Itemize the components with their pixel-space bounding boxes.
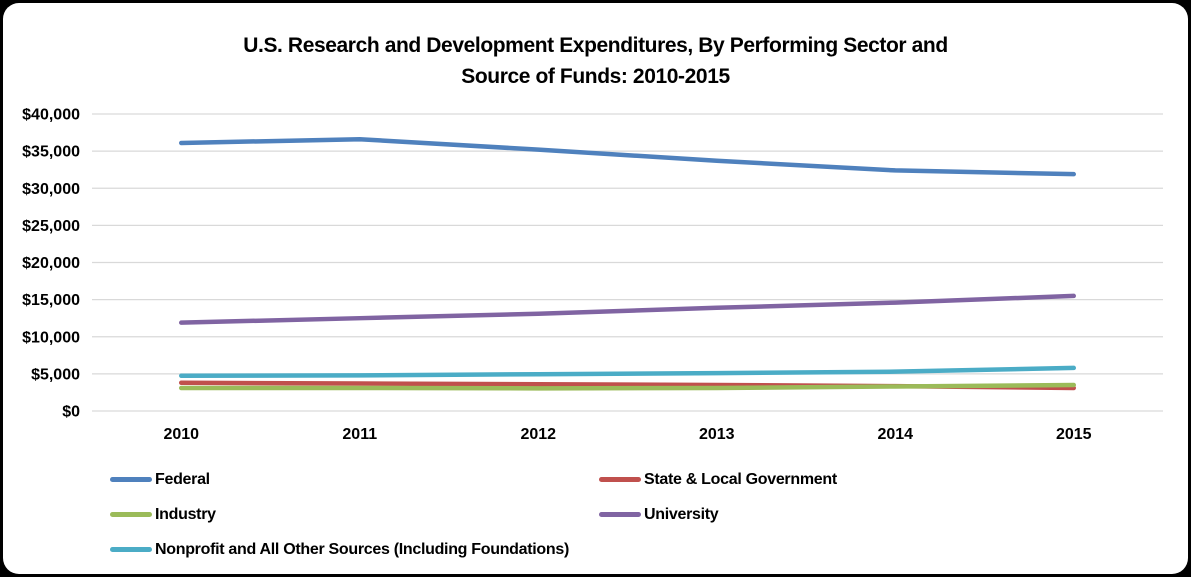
- chart-title: U.S. Research and Development Expenditur…: [0, 30, 1191, 92]
- chart-title-line2: Source of Funds: 2010-2015: [461, 65, 730, 88]
- chart-title-line1: U.S. Research and Development Expenditur…: [243, 34, 948, 57]
- x-tick-label-2011: 2011: [342, 426, 377, 443]
- x-tick-label-2012: 2012: [520, 426, 556, 443]
- y-tick-label: $5,000: [31, 366, 80, 383]
- y-tick-label: $30,000: [22, 181, 80, 198]
- x-tick-label-2013: 2013: [699, 426, 735, 443]
- x-tick-label-2010: 2010: [163, 426, 199, 443]
- legend-label-nonprofit-and-all-other-sources-including-foundations: Nonprofit and All Other Sources (Includi…: [155, 540, 570, 558]
- y-tick-label: $25,000: [22, 218, 80, 235]
- y-tick-label: $10,000: [22, 329, 80, 346]
- legend-label-state-local-government: State & Local Government: [644, 470, 837, 488]
- legend-item-nonprofit-and-all-other-sources-including-foundations: Nonprofit and All Other Sources (Includi…: [110, 541, 599, 559]
- y-tick-label: $20,000: [22, 255, 80, 272]
- legend-item-federal: Federal: [110, 471, 599, 489]
- legend-label-university: University: [644, 505, 719, 523]
- chart-legend: Federal State & Local Government Industry U…: [110, 462, 1070, 567]
- legend-item-university: University: [599, 506, 1070, 524]
- series-line-nonprofit-and-all-other-sources-including-foundations: [179, 365, 1076, 378]
- series-line-federal: [179, 136, 1076, 177]
- legend-item-industry: Industry: [110, 506, 599, 524]
- y-tick-label: $40,000: [22, 107, 80, 124]
- series-line-university: [179, 293, 1076, 325]
- x-tick-label-2015: 2015: [1056, 426, 1092, 443]
- y-tick-label: $35,000: [22, 144, 80, 161]
- legend-swatch-state-local-government: [599, 477, 641, 482]
- chart-frame: [3, 3, 1188, 574]
- legend-swatch-federal: [110, 477, 152, 482]
- y-tick-label: $0: [62, 404, 80, 421]
- series-line-industry: [179, 382, 1076, 391]
- legend-label-federal: Federal: [155, 470, 210, 488]
- legend-swatch-nonprofit-and-all-other-sources-including-foundations: [110, 547, 152, 552]
- legend-label-industry: Industry: [155, 505, 216, 523]
- legend-swatch-university: [599, 512, 641, 517]
- legend-item-state-local-government: State & Local Government: [599, 471, 1070, 489]
- x-tick-label-2014: 2014: [877, 426, 913, 443]
- legend-swatch-industry: [110, 512, 152, 517]
- y-tick-label: $15,000: [22, 292, 80, 309]
